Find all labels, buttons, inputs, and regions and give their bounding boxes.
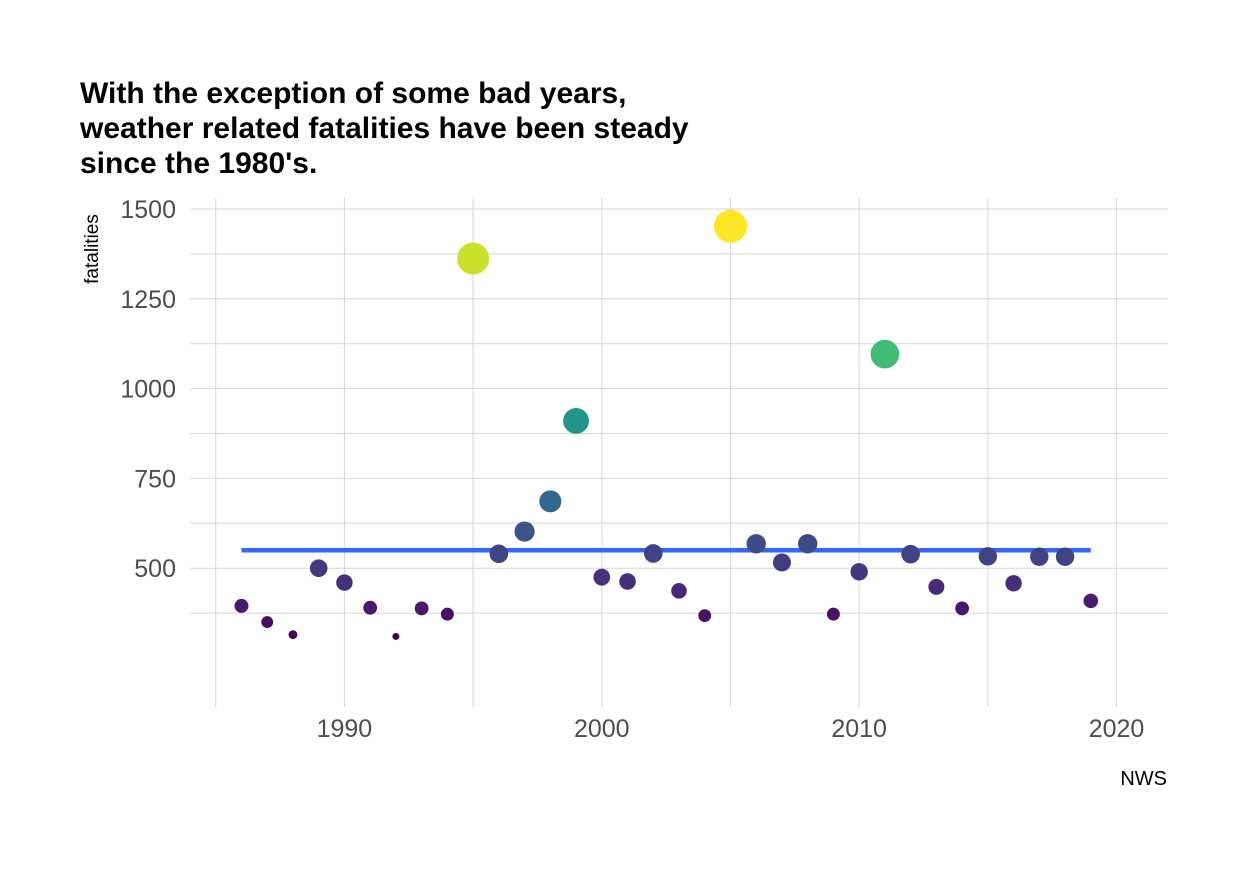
caption: NWS: [1120, 768, 1167, 790]
data-point: [392, 632, 400, 640]
data-points: [234, 209, 1099, 640]
data-point: [539, 490, 562, 513]
data-point: [593, 568, 611, 586]
x-tick-label: 2010: [831, 715, 887, 743]
data-point: [336, 574, 353, 591]
data-point: [797, 534, 818, 554]
data-point: [1030, 547, 1049, 566]
data-point: [826, 607, 840, 621]
grid: [190, 198, 1168, 707]
y-tick-label: 1500: [120, 196, 176, 224]
y-tick-label: 1000: [120, 376, 176, 404]
data-point: [288, 630, 298, 640]
title-line-2: weather related fatalities have been ste…: [80, 112, 689, 145]
y-tick-label: 750: [134, 465, 176, 493]
title-line-1: With the exception of some bad years,: [80, 77, 627, 110]
data-point: [489, 544, 509, 564]
data-point: [1083, 593, 1099, 609]
data-point: [457, 242, 490, 275]
data-point: [713, 209, 747, 243]
data-point: [928, 578, 945, 595]
data-point: [978, 547, 998, 566]
data-point: [1005, 575, 1022, 592]
data-point: [850, 563, 868, 581]
x-tick-label: 1990: [317, 715, 373, 743]
y-tick-label: 500: [134, 555, 176, 583]
data-point: [514, 521, 535, 542]
data-point: [772, 553, 791, 572]
data-point: [746, 534, 766, 554]
data-point: [440, 607, 454, 621]
data-point: [643, 544, 663, 563]
data-point: [955, 601, 970, 616]
x-tick-label: 2000: [574, 715, 630, 743]
data-point: [414, 601, 429, 616]
data-point: [563, 408, 589, 434]
data-point: [309, 559, 328, 577]
axis-labels: 500 750 1000 1250 1500 1990 2000 2010 2020 fatali…: [82, 196, 1144, 743]
x-tick-label: 2020: [1089, 715, 1145, 743]
data-point: [870, 339, 900, 369]
data-point: [1055, 547, 1075, 566]
data-point: [234, 598, 249, 613]
y-tick-label: 1250: [120, 286, 176, 314]
data-point: [671, 583, 687, 599]
data-point: [698, 609, 712, 623]
data-point: [363, 600, 378, 615]
data-point: [261, 616, 274, 628]
chart-title: With the exception of some bad years, we…: [80, 76, 689, 181]
title-line-3: since the 1980's.: [80, 147, 318, 180]
y-axis-title: fatalities: [82, 214, 103, 284]
data-point: [619, 573, 636, 590]
data-point: [901, 544, 920, 564]
